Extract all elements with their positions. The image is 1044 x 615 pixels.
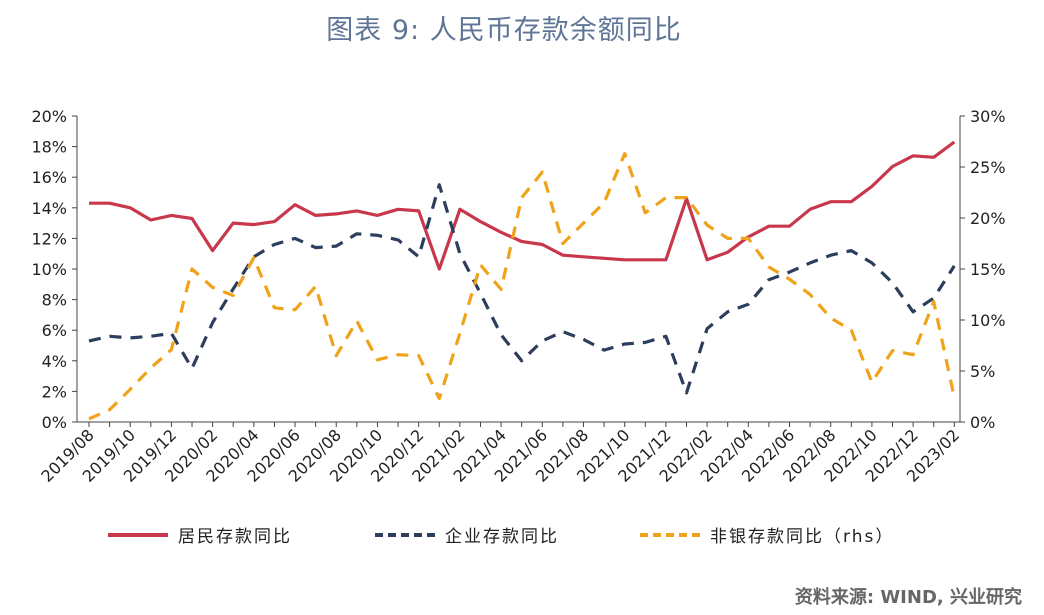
y-left-tick-label: 20%: [31, 107, 67, 126]
series-nonbank-line: [88, 152, 956, 421]
y-right-tick-label: 25%: [970, 158, 1006, 177]
legend-swatch-corporate: [375, 532, 435, 537]
series-resident-line: [89, 140, 956, 271]
y-left-tick-label: 6%: [42, 321, 67, 340]
chart-axes: 0% 2% 4% 6% 8% 10% 12% 14% 16% 18% 20% 0% 5% 10% 15% 20…: [31, 107, 1005, 486]
y-right-tick-label: 10%: [970, 311, 1006, 330]
legend-item-resident: 居民存款同比: [108, 522, 292, 547]
y-right-tick-label: 20%: [970, 209, 1006, 228]
chart-legend: 居民存款同比 企业存款同比 非银存款同比（rhs）: [0, 522, 1044, 547]
y-left-tick-label: 0%: [42, 413, 67, 432]
y-left-tick-label: 16%: [31, 168, 67, 187]
y-left-tick-label: 14%: [31, 199, 67, 218]
y-left-tick-label: 4%: [42, 352, 67, 371]
legend-item-corporate: 企业存款同比: [375, 522, 559, 547]
y-right-tick-label: 30%: [970, 107, 1006, 126]
y-right-tick-label: 5%: [970, 362, 995, 381]
legend-item-nonbank: 非银存款同比（rhs）: [640, 522, 894, 547]
legend-label-resident: 居民存款同比: [178, 527, 292, 547]
y-left-tick-label: 8%: [42, 291, 67, 310]
chart-series: [88, 140, 956, 421]
chart-title: 图表 9: 人民币存款余额同比: [326, 15, 682, 46]
legend-label-nonbank: 非银存款同比（rhs）: [710, 527, 895, 547]
y-left-tick-label: 18%: [31, 138, 67, 157]
y-left-tick-label: 2%: [42, 382, 67, 401]
legend-label-corporate: 企业存款同比: [445, 527, 559, 547]
y-left-tick-label: 12%: [31, 229, 67, 248]
y-left-tick-label: 10%: [31, 260, 67, 279]
y-right-tick-label: 0%: [970, 413, 995, 432]
source-note: 资料来源: WIND, 兴业研究: [794, 587, 1022, 608]
y-right-tick-label: 15%: [970, 260, 1006, 279]
legend-swatch-nonbank: [640, 532, 700, 537]
legend-swatch-resident: [108, 532, 168, 537]
series-corporate-line: [88, 183, 956, 395]
